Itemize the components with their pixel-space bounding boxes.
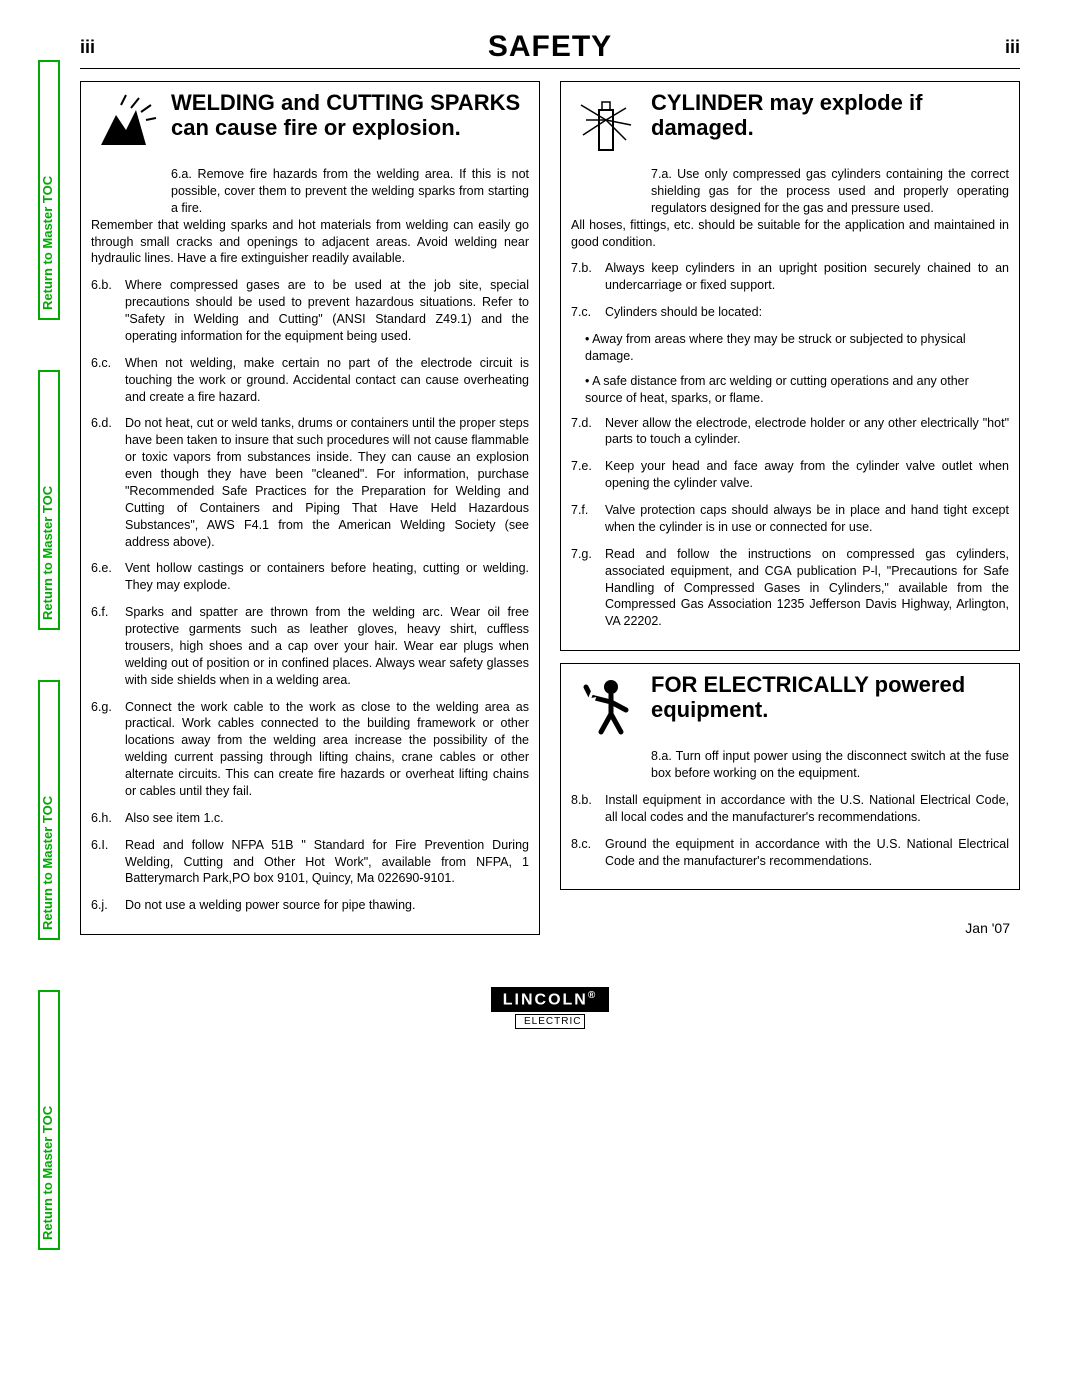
page-num-right: iii [1005,37,1020,58]
section-8-box: FOR ELECTRICALLY powered equipment. 8.a.… [560,663,1020,890]
toc-link[interactable]: Return to Master TOC [40,486,55,620]
lincoln-logo: LINCOLN® [491,987,609,1012]
toc-link[interactable]: Return to Master TOC [40,796,55,930]
item: 6.I.Read and follow NFPA 51B " Standard … [91,837,529,888]
page-header: iii SAFETY iii [80,30,1020,69]
item: 6.h.Also see item 1.c. [91,810,529,827]
section-6-box: WELDING and CUTTING SPARKS can cause fir… [80,81,540,935]
item: 6.d.Do not heat, cut or weld tanks, drum… [91,415,529,550]
item: 6.j.Do not use a welding power source fo… [91,897,529,914]
item: 7.b.Always keep cylinders in an upright … [571,260,1009,294]
item: 6.a. Remove fire hazards from the weldin… [91,166,529,267]
toc-link[interactable]: Return to Master TOC [40,176,55,310]
item: 7.c.Cylinders should be located: [571,304,1009,321]
item: 7.a. Use only compressed gas cylinders c… [571,166,1009,250]
item: 8.a. Turn off input power using the disc… [651,748,1009,782]
electrical-icon [571,672,641,742]
sparks-icon [91,90,161,160]
item: 7.e.Keep your head and face away from th… [571,458,1009,492]
sub-item: • Away from areas where they may be stru… [585,331,1009,365]
item: 6.g.Connect the work cable to the work a… [91,699,529,800]
section-6-title: WELDING and CUTTING SPARKS can cause fir… [171,90,529,160]
item: 6.e.Vent hollow castings or containers b… [91,560,529,594]
item: 7.d.Never allow the electrode, electrode… [571,415,1009,449]
section-7-title: CYLINDER may explode if damaged. [651,90,1009,160]
sub-item: • A safe distance from arc welding or cu… [585,373,1009,407]
cylinder-explode-icon [571,90,641,160]
item: 8.b.Install equipment in accordance with… [571,792,1009,826]
item: 8.c.Ground the equipment in accordance w… [571,836,1009,870]
page-title: SAFETY [488,30,612,64]
toc-link[interactable]: Return to Master TOC [40,1106,55,1240]
item: 6.b.Where compressed gases are to be use… [91,277,529,345]
section-8-title: FOR ELECTRICALLY powered equipment. [651,672,1009,742]
section-7-box: CYLINDER may explode if damaged. 7.a. Us… [560,81,1020,651]
date: Jan '07 [560,920,1020,936]
item: 7.g.Read and follow the instructions on … [571,546,1009,630]
item: 7.f.Valve protection caps should always … [571,502,1009,536]
page-num-left: iii [80,37,95,58]
item: 6.c.When not welding, make certain no pa… [91,355,529,406]
lincoln-logo-sub: ELECTRIC [515,1014,585,1029]
item: 6.f.Sparks and spatter are thrown from t… [91,604,529,688]
footer: LINCOLN® ELECTRIC [80,987,1020,1029]
